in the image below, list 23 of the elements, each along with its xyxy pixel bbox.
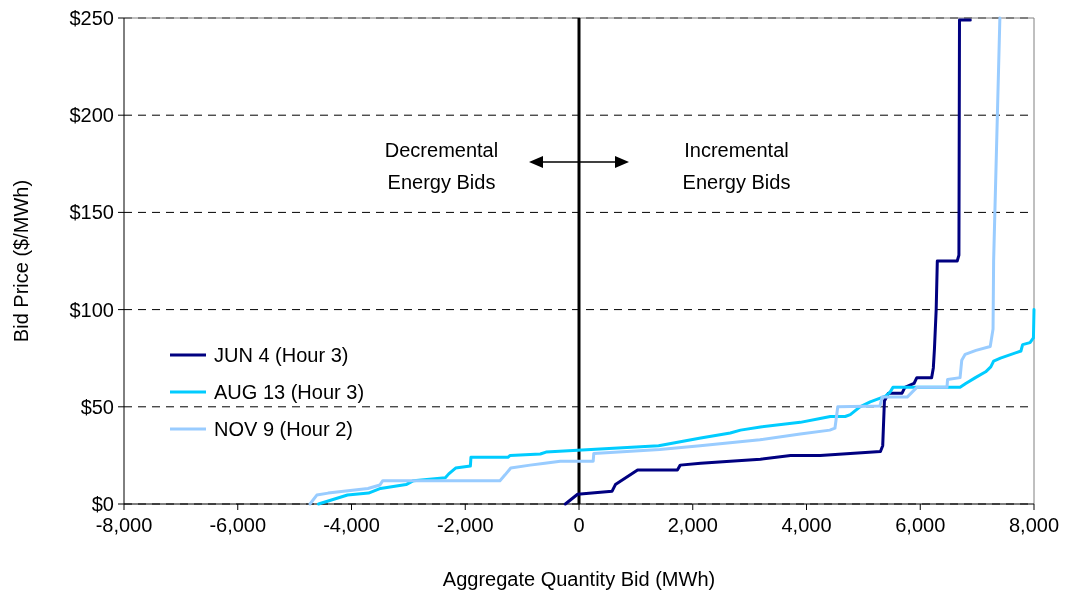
y-tick-label: $0 bbox=[91, 493, 114, 515]
x-tick-label: -2,000 bbox=[436, 514, 494, 536]
x-axis-title: Aggregate Quantity Bid (MWh) bbox=[442, 568, 716, 590]
annotation: Decremental Energy Bids bbox=[384, 139, 499, 193]
y-tick-label: $250 bbox=[69, 7, 114, 29]
x-tick-label: -4,000 bbox=[323, 514, 380, 536]
x-tick-label: 4,000 bbox=[781, 514, 832, 536]
y-tick-label: $50 bbox=[80, 395, 114, 418]
y-tick-label: $100 bbox=[69, 298, 114, 321]
x-tick-label: -6,000 bbox=[209, 514, 267, 536]
x-tick-label: 2,000 bbox=[667, 514, 718, 536]
line-series bbox=[563, 18, 972, 506]
x-tick-label: 6,000 bbox=[895, 514, 946, 536]
x-tick-label: -8,000 bbox=[95, 514, 153, 536]
annotation: Incremental Energy Bids bbox=[682, 139, 791, 193]
y-tick-label: $150 bbox=[69, 201, 114, 224]
x-tick-label: 0 bbox=[573, 514, 585, 536]
x-tick-label: 8,000 bbox=[1008, 514, 1060, 536]
y-tick-label: $200 bbox=[69, 104, 114, 127]
legend-label: AUG 13 (Hour 3) bbox=[214, 381, 365, 403]
legend-label: JUN 4 (Hour 3) bbox=[214, 344, 349, 366]
y-axis-title: Bid Price ($/MWh) bbox=[10, 179, 32, 343]
legend-label: NOV 9 (Hour 2) bbox=[214, 418, 353, 440]
